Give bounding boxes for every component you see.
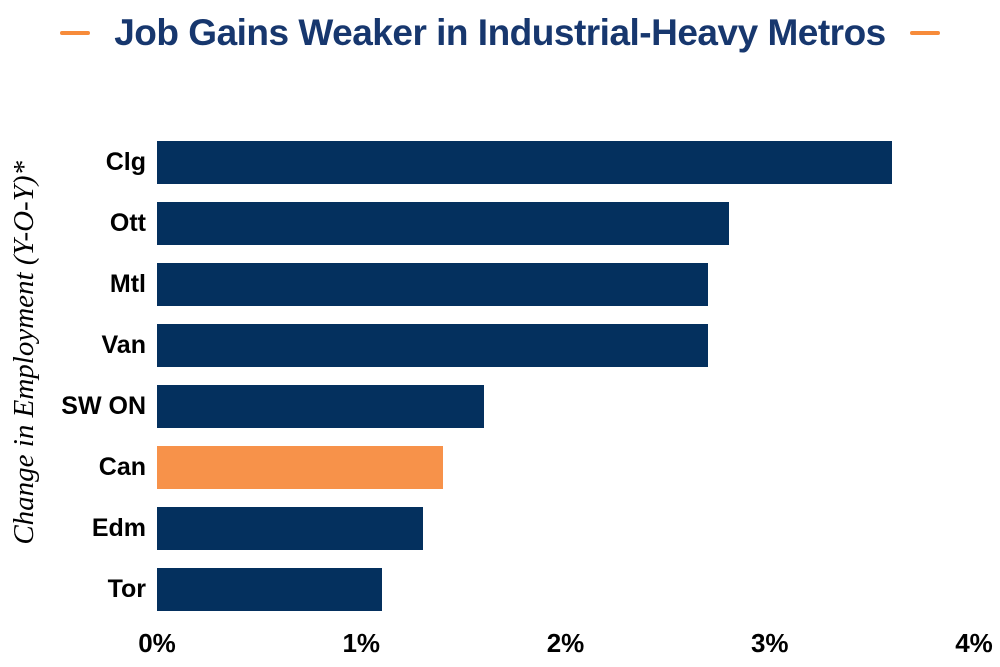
plot-area: Clg Ott Mtl Van SW ON Can Edm Tor [0,141,1000,612]
bar-row: Tor [0,568,1000,611]
x-tick-label: 3% [750,628,789,658]
category-label: Clg [105,148,146,176]
accent-dash-icon [909,31,940,35]
chart-header: Job Gains Weaker in Industrial-Heavy Met… [0,8,1000,58]
accent-dash-icon [60,31,91,35]
category-label: Van [101,331,146,359]
bar-ott [157,202,729,245]
bar-clg [157,141,893,184]
category-label: Can [98,453,146,481]
x-tick-label: 0% [138,628,176,658]
bar-row: Van [0,324,1000,367]
bar-row: Can [0,446,1000,489]
bar-row: Clg [0,141,1000,184]
category-label: Ott [109,209,146,237]
bar-row: SW ON [0,385,1000,428]
x-tick-label: 4% [955,628,993,658]
x-tick-label: 2% [546,628,585,658]
bar-van [157,324,709,367]
bar-mtl [157,263,709,306]
bar-tor [157,568,382,611]
chart-title: Job Gains Weaker in Industrial-Heavy Met… [114,12,886,53]
category-label: Tor [107,575,146,603]
x-axis: 0% 1% 2% 3% 4% [0,628,1000,664]
bar-row: Edm [0,507,1000,550]
bar-edm [157,507,423,550]
category-label: Edm [91,514,146,542]
category-label: SW ON [61,392,146,420]
bar-sw-on [157,385,484,428]
bar-row: Ott [0,202,1000,245]
bar-row: Mtl [0,263,1000,306]
category-label: Mtl [109,270,146,298]
bar-can [157,446,443,489]
x-tick-label: 1% [342,628,381,658]
